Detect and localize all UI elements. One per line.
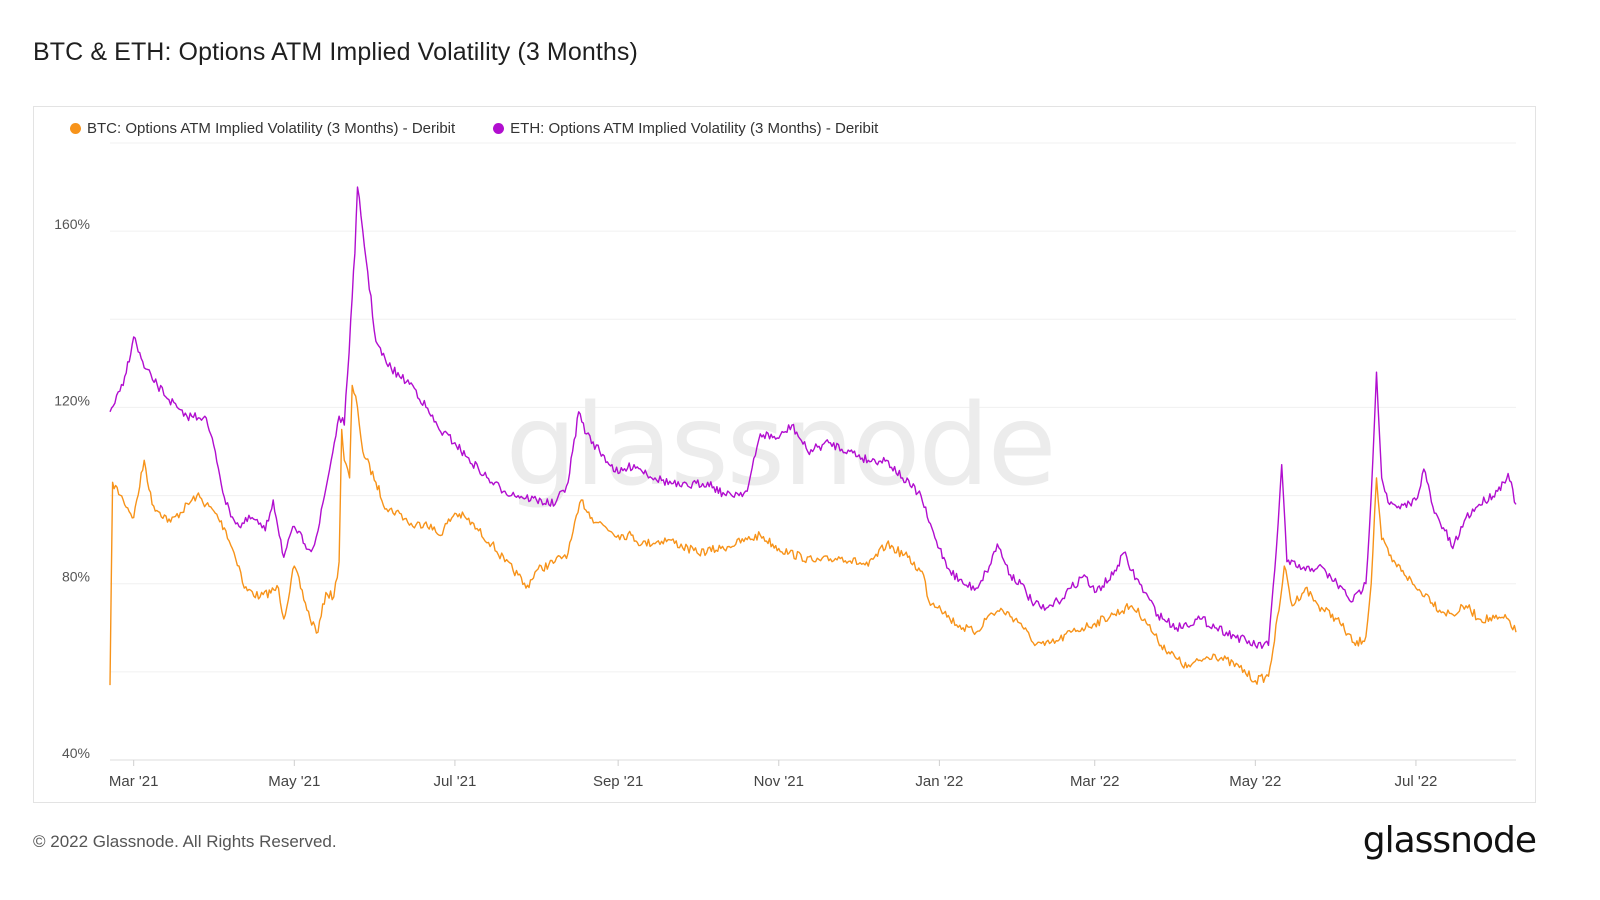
chart-frame: [33, 106, 1536, 803]
y-axis: 40% 80% 120% 160%: [54, 216, 90, 761]
legend-label-eth: ETH: Options ATM Implied Volatility (3 M…: [510, 120, 879, 137]
x-axis: Mar '21 May '21 Jul '21 Sep '21 Nov '21 Jan '…: [109, 759, 1516, 790]
legend-dot-btc: [70, 123, 81, 134]
y-tick-label: 120%: [54, 392, 90, 408]
legend-item-btc[interactable]: BTC: Options ATM Implied Volatility (3 M…: [70, 120, 455, 137]
x-tick-label: May '22: [1229, 773, 1281, 790]
x-tick-label: Sep '21: [593, 773, 643, 790]
chart-grid: [110, 142, 1516, 761]
x-tick-label: Jul '21: [433, 773, 476, 790]
x-tick-label: Mar '21: [109, 773, 159, 790]
series-line-btc: [109, 384, 1517, 686]
y-tick-label: 40%: [62, 745, 90, 761]
chart-series: [109, 186, 1517, 686]
y-tick-label: 80%: [62, 569, 90, 585]
legend-label-btc: BTC: Options ATM Implied Volatility (3 M…: [87, 120, 456, 137]
chart-legend: BTC: Options ATM Implied Volatility (3 M…: [70, 120, 878, 137]
x-tick-label: Nov '21: [754, 773, 804, 790]
x-tick-label: Jul '22: [1395, 773, 1438, 790]
x-tick-label: Jan '22: [915, 773, 963, 790]
y-tick-label: 160%: [54, 216, 90, 232]
legend-dot-eth: [493, 123, 505, 134]
x-tick-label: Mar '22: [1070, 773, 1120, 790]
series-line-eth: [109, 186, 1517, 649]
footer-copyright: © 2022 Glassnode. All Rights Reserved.: [33, 832, 337, 851]
watermark-text: glassnode: [505, 381, 1054, 511]
x-tick-label: May '21: [268, 773, 320, 790]
page-title: BTC & ETH: Options ATM Implied Volatilit…: [33, 38, 638, 66]
brand-logo: glassnode: [1362, 820, 1537, 861]
legend-item-eth[interactable]: ETH: Options ATM Implied Volatility (3 M…: [493, 120, 878, 137]
